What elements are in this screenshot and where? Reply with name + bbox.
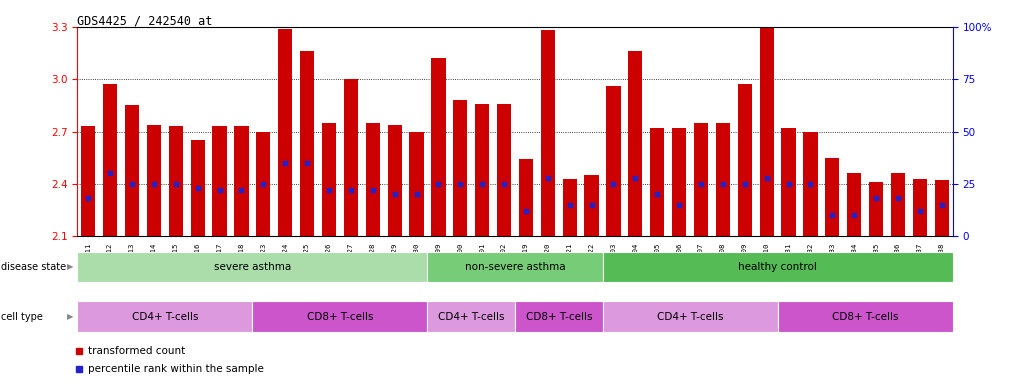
Bar <box>778 301 953 332</box>
Bar <box>541 30 555 236</box>
Bar <box>803 132 818 236</box>
Bar <box>694 123 709 236</box>
Bar <box>125 105 139 236</box>
Bar <box>891 174 905 236</box>
Text: disease state: disease state <box>1 262 66 272</box>
Bar <box>212 126 227 236</box>
Bar <box>603 252 953 282</box>
Bar <box>934 180 949 236</box>
Bar <box>584 175 598 236</box>
Text: CD4+ T-cells: CD4+ T-cells <box>132 312 198 322</box>
Bar <box>782 128 796 236</box>
Bar <box>366 123 380 236</box>
Bar <box>515 301 603 332</box>
Bar <box>496 104 511 236</box>
Bar <box>432 58 446 236</box>
Text: ▶: ▶ <box>67 262 73 271</box>
Text: CD8+ T-cells: CD8+ T-cells <box>832 312 898 322</box>
Bar <box>191 140 205 236</box>
Bar <box>453 100 468 236</box>
Bar <box>759 22 774 236</box>
Bar <box>519 159 534 236</box>
Bar <box>628 51 643 236</box>
Bar <box>427 252 603 282</box>
Text: CD8+ T-cells: CD8+ T-cells <box>525 312 592 322</box>
Text: CD8+ T-cells: CD8+ T-cells <box>307 312 373 322</box>
Bar <box>913 179 927 236</box>
Bar <box>427 301 515 332</box>
Bar <box>146 124 161 236</box>
Bar <box>77 252 427 282</box>
Text: CD4+ T-cells: CD4+ T-cells <box>657 312 723 322</box>
Bar <box>278 29 293 236</box>
Bar <box>825 158 839 236</box>
Bar <box>169 126 183 236</box>
Bar <box>256 132 271 236</box>
Bar <box>650 128 664 236</box>
Bar <box>672 128 686 236</box>
Bar <box>737 84 752 236</box>
Bar <box>607 86 621 236</box>
Text: severe asthma: severe asthma <box>214 262 291 272</box>
Bar <box>475 104 489 236</box>
Bar <box>869 182 884 236</box>
Text: ▶: ▶ <box>67 312 73 321</box>
Text: non-severe asthma: non-severe asthma <box>465 262 565 272</box>
Bar <box>252 301 427 332</box>
Bar <box>847 174 861 236</box>
Bar <box>716 123 730 236</box>
Bar <box>234 126 248 236</box>
Bar <box>300 51 314 236</box>
Bar <box>321 123 336 236</box>
Bar <box>409 132 423 236</box>
Text: percentile rank within the sample: percentile rank within the sample <box>89 364 264 374</box>
Text: cell type: cell type <box>1 312 43 322</box>
Text: CD4+ T-cells: CD4+ T-cells <box>438 312 505 322</box>
Text: transformed count: transformed count <box>89 346 185 356</box>
Text: GDS4425 / 242540_at: GDS4425 / 242540_at <box>77 14 212 27</box>
Bar <box>387 124 402 236</box>
Bar <box>81 126 96 236</box>
Bar <box>344 79 358 236</box>
Bar <box>562 179 577 236</box>
Bar <box>77 301 252 332</box>
Bar <box>603 301 778 332</box>
Text: healthy control: healthy control <box>739 262 817 272</box>
Bar <box>103 84 117 236</box>
